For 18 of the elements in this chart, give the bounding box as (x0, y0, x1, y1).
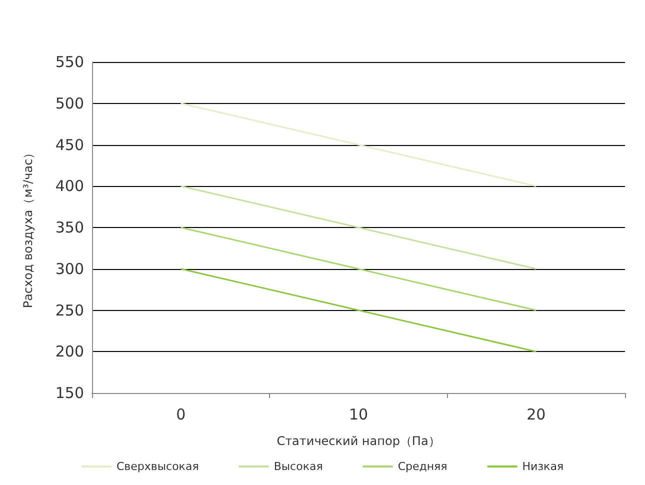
y-tick-label: 350 (55, 218, 84, 236)
x-tick-label: 0 (176, 406, 186, 424)
legend-label: Средняя (398, 460, 448, 473)
x-axis-title: Статический напор（Па） (276, 434, 440, 448)
y-tick-label: 150 (55, 384, 84, 402)
y-tick-label: 200 (55, 342, 84, 361)
y-tick-label: 450 (55, 136, 84, 154)
x-tick-label: 20 (526, 406, 546, 424)
y-tick-label: 250 (55, 301, 84, 320)
y-tick-label: 400 (55, 177, 84, 196)
y-tick-label: 300 (55, 260, 84, 278)
legend-label: Высокая (274, 460, 323, 473)
legend-label: Низкая (522, 460, 564, 473)
legend-label: Сверхвысокая (116, 460, 199, 473)
y-tick-label: 500 (55, 94, 84, 112)
x-tick-label: 10 (348, 406, 368, 424)
y-tick-label: 550 (55, 53, 84, 71)
y-axis-title: Расход воздуха（м³/час） (21, 146, 35, 308)
